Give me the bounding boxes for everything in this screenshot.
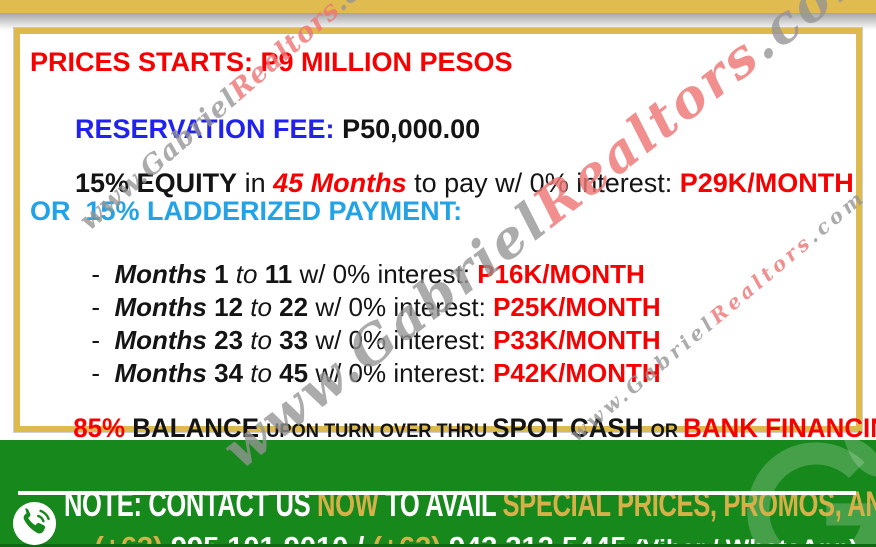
balance-pct: 85%	[73, 413, 133, 443]
phone-icon	[12, 501, 57, 546]
balance-spot-cash: SPOT CASH	[492, 413, 651, 443]
phone-number-1: 995 101 9010	[171, 532, 356, 547]
equity-mid1: in	[237, 168, 274, 198]
ladder-item-2: - Months 12 to 22 w/ 0% interest: P25K/M…	[48, 262, 661, 352]
item-months-label: Months	[114, 358, 215, 388]
item-to: 22	[279, 292, 309, 322]
balance-bank-financing: BANK FINANCING	[683, 413, 876, 443]
balance-line: 85% BALANCE UPON TURN OVER THRU SPOT CAS…	[30, 383, 876, 477]
item-from: 1	[214, 259, 229, 289]
balance-upon: UPON TURN OVER THRU	[266, 421, 493, 442]
item-dash: -	[91, 259, 115, 289]
top-bar-shadow	[0, 13, 876, 30]
equity-term: 45 Months	[273, 168, 407, 198]
contact-footer: NOTE: CONTACT US NOW TO AVAIL SPECIAL PR…	[0, 440, 876, 547]
item-to: 45	[279, 358, 309, 388]
agency-logo-watermark	[747, 440, 876, 547]
balance-or: OR	[650, 421, 684, 442]
item-mid: w/ 0% interest:	[308, 292, 494, 322]
item-mid: w/ 0% interest:	[292, 259, 478, 289]
price-starts-line: PRICES STARTS: P9 MILLION PESOS	[30, 47, 513, 77]
item-to-word: to	[243, 292, 280, 322]
ladderized-header: OR 15% LADDERIZED PAYMENT:	[30, 196, 463, 226]
item-value: P25K/MONTH	[493, 292, 661, 322]
equity-line: 15% EQUITY in 45 Months to pay w/ 0% int…	[30, 138, 854, 228]
item-to: 11	[264, 259, 293, 289]
item-months-label: Months	[114, 325, 215, 355]
pricing-panel: PRICES STARTS: P9 MILLION PESOS RESERVAT…	[14, 28, 876, 443]
item-from: 34	[214, 358, 244, 388]
item-to: 33	[279, 325, 309, 355]
phone-separator: /	[356, 532, 372, 547]
item-dash: -	[91, 358, 115, 388]
reservation-fee-label: RESERVATION FEE:	[75, 114, 343, 144]
equity-mid2: to pay w/ 0% interest:	[406, 168, 680, 198]
item-value: P33K/MONTH	[493, 325, 661, 355]
equity-lead: 15% EQUITY	[75, 168, 238, 198]
item-mid: w/ 0% interest:	[308, 358, 494, 388]
reservation-fee-value: P50,000.00	[342, 114, 481, 144]
ladder-item-1: - Months 1 to 11 w/ 0% interest: P16K/MO…	[48, 229, 645, 319]
ladder-item-4: - Months 34 to 45 w/ 0% interest: P42K/M…	[48, 328, 661, 418]
item-mid: w/ 0% interest:	[308, 325, 494, 355]
item-months-label: Months	[114, 259, 215, 289]
footer-divider	[18, 491, 856, 495]
top-gold-bar	[0, 0, 876, 13]
footer-bottom-strip	[0, 544, 876, 547]
reservation-fee-line: RESERVATION FEE: P50,000.00	[30, 84, 480, 174]
balance-word: BALANCE	[132, 413, 267, 443]
item-value: P42K/MONTH	[493, 358, 661, 388]
item-to-word: to	[228, 259, 265, 289]
item-to-word: to	[243, 325, 280, 355]
item-value: P16K/MONTH	[477, 259, 645, 289]
item-dash: -	[91, 292, 115, 322]
equity-monthly-value: P29K/MONTH	[679, 168, 854, 198]
item-dash: -	[91, 325, 115, 355]
country-code-2: (+63)	[372, 532, 449, 547]
item-to-word: to	[243, 358, 280, 388]
phone-number-2: 943 312 5445	[449, 532, 634, 547]
item-from: 12	[214, 292, 244, 322]
country-code-1: (+63)	[94, 532, 171, 547]
phone-numbers-line: (+63) 995 101 9010 / (+63) 943 312 5445 …	[62, 499, 857, 547]
item-from: 23	[214, 325, 244, 355]
ladder-item-3: - Months 23 to 33 w/ 0% interest: P33K/M…	[48, 295, 661, 385]
item-months-label: Months	[114, 292, 215, 322]
